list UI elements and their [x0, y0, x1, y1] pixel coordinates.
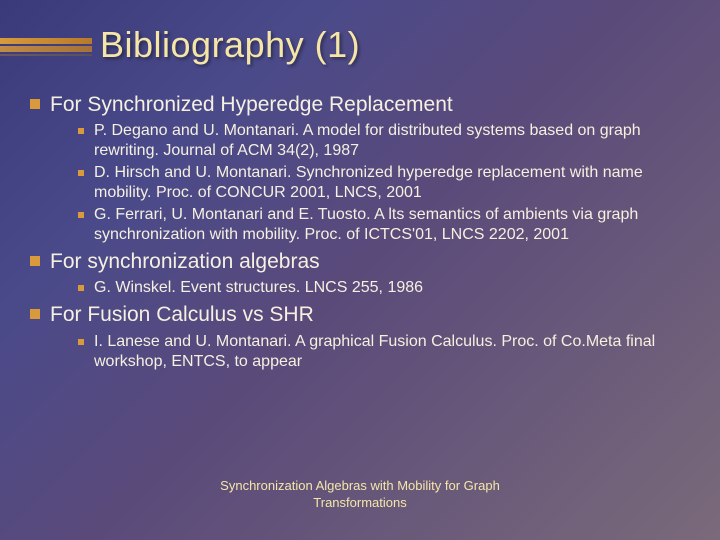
section-1: For Synchronized Hyperedge Replacement P…: [30, 92, 700, 245]
bullet-icon: [78, 170, 84, 176]
footer-line: Synchronization Algebras with Mobility f…: [0, 478, 720, 495]
citation-text: G. Winskel. Event structures. LNCS 255, …: [94, 278, 423, 298]
footer-line: Transformations: [0, 495, 720, 512]
list-item: D. Hirsch and U. Montanari. Synchronized…: [78, 163, 700, 203]
slide-title: Bibliography (1): [100, 24, 360, 66]
section-heading: For synchronization algebras: [50, 249, 320, 274]
list-item: I. Lanese and U. Montanari. A graphical …: [78, 332, 700, 372]
bullet-icon: [30, 256, 40, 266]
bullet-icon: [30, 99, 40, 109]
citation-text: I. Lanese and U. Montanari. A graphical …: [94, 332, 700, 372]
bullet-icon: [78, 339, 84, 345]
section-heading: For Fusion Calculus vs SHR: [50, 302, 314, 327]
section-heading: For Synchronized Hyperedge Replacement: [50, 92, 453, 117]
section-2: For synchronization algebras G. Winskel.…: [30, 249, 700, 298]
slide-footer: Synchronization Algebras with Mobility f…: [0, 478, 720, 512]
slide-content: For Synchronized Hyperedge Replacement P…: [30, 92, 700, 376]
citation-text: P. Degano and U. Montanari. A model for …: [94, 121, 700, 161]
bullet-icon: [78, 212, 84, 218]
bullet-icon: [78, 285, 84, 291]
list-item: G. Ferrari, U. Montanari and E. Tuosto. …: [78, 205, 700, 245]
bullet-icon: [30, 309, 40, 319]
bullet-icon: [78, 128, 84, 134]
list-item: P. Degano and U. Montanari. A model for …: [78, 121, 700, 161]
title-decor-bars: [0, 38, 92, 56]
list-item: G. Winskel. Event structures. LNCS 255, …: [78, 278, 700, 298]
citation-text: D. Hirsch and U. Montanari. Synchronized…: [94, 163, 700, 203]
section-3: For Fusion Calculus vs SHR I. Lanese and…: [30, 302, 700, 371]
citation-text: G. Ferrari, U. Montanari and E. Tuosto. …: [94, 205, 700, 245]
